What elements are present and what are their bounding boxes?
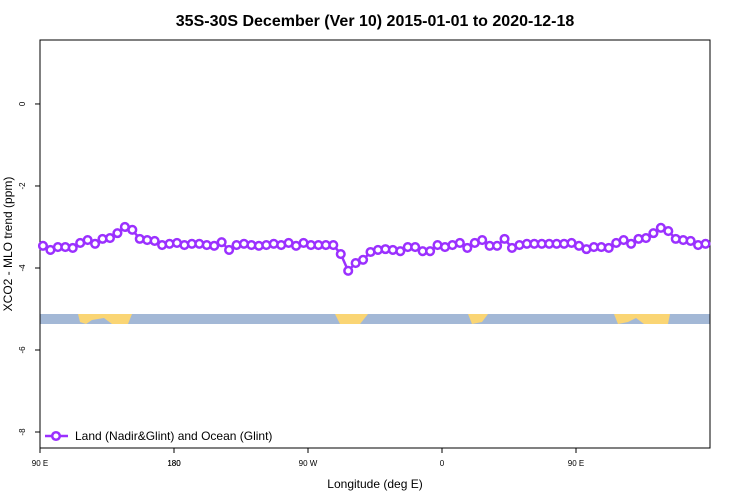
x-tick-label: 180	[167, 459, 181, 468]
land-blob	[335, 314, 368, 324]
data-point	[104, 233, 116, 244]
y-tick-label: -8	[18, 428, 27, 436]
data-point	[209, 240, 220, 251]
x-tick-label: 0	[440, 459, 445, 468]
data-point	[82, 235, 93, 246]
x-tick-label: 90 E	[568, 459, 584, 468]
chart-title: 35S-30S December (Ver 10) 2015-01-01 to …	[176, 13, 575, 30]
land-blob	[468, 314, 488, 324]
y-axis-label: XCO2 - MLO trend (ppm)	[1, 177, 15, 312]
data-point	[648, 228, 659, 239]
data-point	[499, 233, 510, 244]
data-point	[149, 235, 160, 246]
data-point	[90, 238, 101, 249]
data-point	[335, 248, 346, 260]
data-point	[112, 228, 123, 239]
x-tick-label: 90 E	[32, 459, 48, 468]
land-blob	[614, 314, 670, 324]
data-point	[663, 226, 674, 237]
data-point	[425, 246, 436, 257]
legend-marker	[50, 430, 62, 442]
data-point	[454, 237, 465, 249]
data-point	[67, 242, 78, 253]
y-tick-label: -6	[18, 346, 27, 354]
y-tick-label: -4	[18, 264, 27, 272]
data-point	[618, 235, 629, 246]
x-tick-label: 90 W	[299, 459, 318, 468]
data-point	[224, 244, 235, 255]
data-point	[477, 235, 488, 246]
land-blob	[78, 314, 132, 324]
data-point	[626, 238, 637, 249]
ocean-strip	[40, 314, 710, 324]
land-ocean-strip	[40, 314, 710, 324]
data-point	[700, 238, 711, 249]
data-point	[216, 237, 227, 248]
data-point	[462, 242, 473, 253]
data-point	[328, 239, 339, 251]
x-axis-label: Longitude (deg E)	[327, 477, 422, 491]
data-point	[603, 242, 614, 253]
legend-label: Land (Nadir&Glint) and Ocean (Glint)	[75, 429, 272, 443]
data-point	[640, 233, 652, 244]
data-point	[358, 254, 369, 265]
data-point	[395, 246, 406, 257]
data-point	[410, 242, 421, 253]
data-point	[492, 240, 503, 251]
x-tick-label: 180	[167, 459, 181, 468]
y-tick-label: 0	[18, 101, 27, 106]
data-point	[37, 240, 49, 251]
y-tick-label: -2	[18, 182, 27, 190]
data-point	[685, 235, 696, 246]
data-point	[343, 265, 354, 276]
data-point	[127, 224, 138, 235]
